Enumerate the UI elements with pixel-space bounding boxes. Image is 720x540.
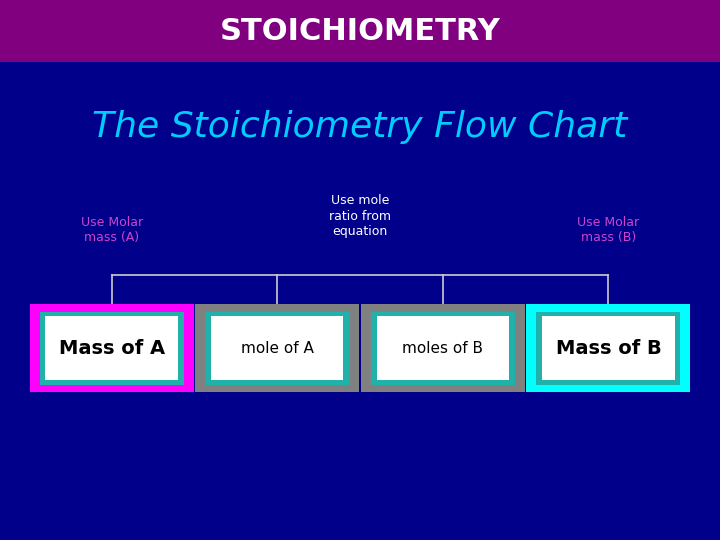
Text: Mass of B: Mass of B xyxy=(556,339,661,358)
Text: STOICHIOMETRY: STOICHIOMETRY xyxy=(220,17,500,45)
FancyBboxPatch shape xyxy=(0,0,720,62)
FancyBboxPatch shape xyxy=(542,316,675,380)
FancyBboxPatch shape xyxy=(377,316,509,380)
FancyBboxPatch shape xyxy=(195,304,359,392)
Text: Mass of A: Mass of A xyxy=(58,339,165,358)
FancyBboxPatch shape xyxy=(205,312,349,384)
FancyBboxPatch shape xyxy=(536,312,680,384)
FancyBboxPatch shape xyxy=(361,304,525,392)
Text: Use Molar
mass (B): Use Molar mass (B) xyxy=(577,215,639,244)
FancyBboxPatch shape xyxy=(40,312,184,384)
Text: moles of B: moles of B xyxy=(402,341,483,356)
FancyBboxPatch shape xyxy=(211,316,343,380)
Text: Use mole
ratio from
equation: Use mole ratio from equation xyxy=(329,194,391,238)
FancyBboxPatch shape xyxy=(371,312,515,384)
FancyBboxPatch shape xyxy=(526,304,690,392)
Text: Use Molar
mass (A): Use Molar mass (A) xyxy=(81,215,143,244)
FancyBboxPatch shape xyxy=(45,316,178,380)
FancyBboxPatch shape xyxy=(30,304,194,392)
Text: The Stoichiometry Flow Chart: The Stoichiometry Flow Chart xyxy=(92,110,628,144)
Text: mole of A: mole of A xyxy=(240,341,314,356)
